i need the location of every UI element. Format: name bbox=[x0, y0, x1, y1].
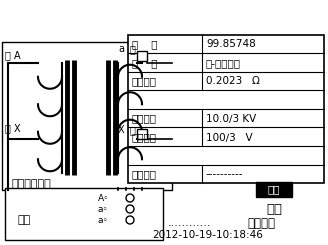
Circle shape bbox=[126, 205, 134, 213]
Text: 极    性: 极 性 bbox=[132, 58, 157, 68]
Text: 参考一次: 参考一次 bbox=[132, 113, 157, 123]
Text: A◦: A◦ bbox=[98, 194, 109, 203]
Text: 直流电阻: 直流电阻 bbox=[132, 76, 157, 86]
Text: a◦: a◦ bbox=[98, 205, 109, 213]
Text: 打印: 打印 bbox=[266, 203, 282, 216]
Text: 变    比: 变 比 bbox=[132, 39, 157, 49]
Text: a: a bbox=[118, 44, 124, 54]
Bar bbox=[137, 129, 147, 139]
Text: a◦: a◦ bbox=[98, 216, 109, 224]
Text: 10.0∕3 KV: 10.0∕3 KV bbox=[206, 113, 256, 123]
Text: 测量: 测量 bbox=[268, 184, 280, 195]
Bar bbox=[2, 42, 172, 190]
Text: 绿 X: 绿 X bbox=[5, 123, 21, 133]
Bar bbox=[5, 188, 163, 240]
Circle shape bbox=[126, 194, 134, 202]
Text: ............: ............ bbox=[168, 218, 212, 228]
Text: 99.85748: 99.85748 bbox=[206, 39, 256, 49]
Text: 红: 红 bbox=[130, 44, 136, 54]
Text: ----------: ---------- bbox=[206, 169, 243, 179]
Bar bbox=[137, 51, 147, 61]
Text: 2012-10-19-10:18:46: 2012-10-19-10:18:46 bbox=[152, 230, 263, 240]
Text: 黄 A: 黄 A bbox=[5, 50, 21, 60]
Text: 黑: 黑 bbox=[130, 125, 136, 135]
Text: 请勿接错线！: 请勿接错线！ bbox=[12, 179, 52, 189]
Text: 测量完成: 测量完成 bbox=[247, 217, 275, 230]
Text: 0.2023   Ω: 0.2023 Ω bbox=[206, 76, 260, 86]
Text: 100∕3   V: 100∕3 V bbox=[206, 132, 253, 142]
Text: 减-极性正确: 减-极性正确 bbox=[206, 58, 241, 68]
Text: 仪器: 仪器 bbox=[18, 215, 31, 225]
Circle shape bbox=[126, 216, 134, 224]
Text: X: X bbox=[118, 125, 125, 135]
Bar bbox=[256, 182, 292, 197]
Text: 输入二次: 输入二次 bbox=[132, 132, 157, 142]
Bar bbox=[128, 35, 324, 183]
Text: 设备编号: 设备编号 bbox=[132, 169, 157, 179]
